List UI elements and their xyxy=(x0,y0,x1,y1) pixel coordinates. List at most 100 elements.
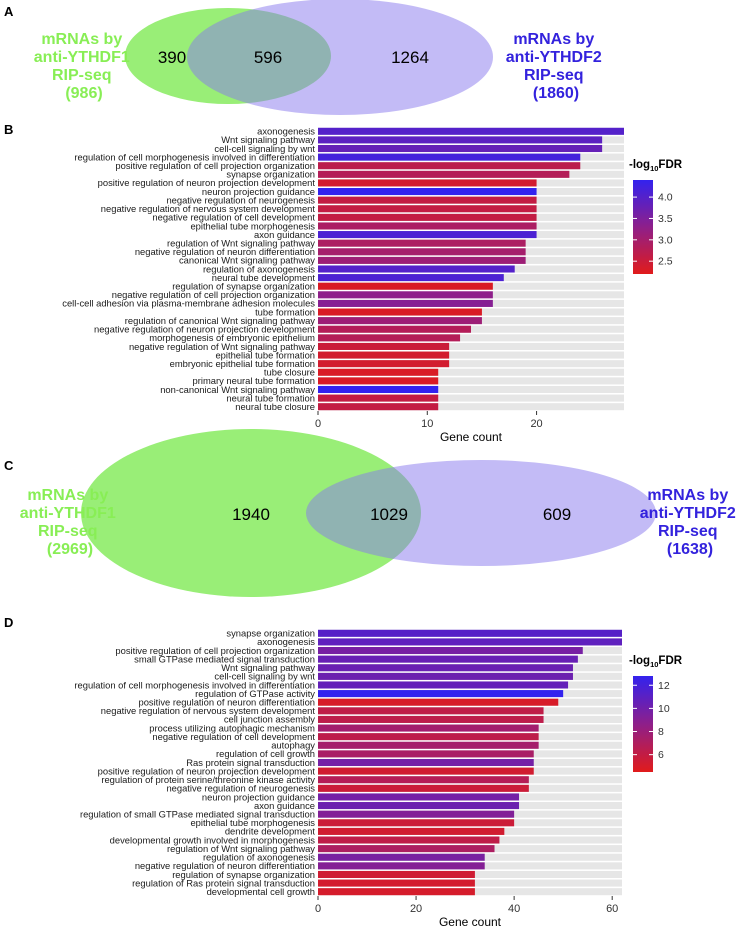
bar xyxy=(318,724,539,732)
panel-label-b: B xyxy=(4,122,13,137)
x-tick-label: 20 xyxy=(530,418,542,430)
bar xyxy=(318,213,537,221)
category-label: axon guidance xyxy=(254,229,315,240)
go-bar-chart-d: synapse organizationaxonogenesispositive… xyxy=(74,628,682,928)
venn-diagram-a: 390 596 1264 mRNAs by anti-YTHDF1 RIP-se… xyxy=(34,0,606,115)
bar xyxy=(318,153,581,161)
category-label: synapse organization xyxy=(226,628,315,639)
venn-c-count-left: 1940 xyxy=(232,505,270,524)
venn-c-right-label: mRNAs by anti-YTHDF2 RIP-seq (1638) xyxy=(640,487,740,558)
bar xyxy=(318,179,537,187)
legend-title: -log10FDR xyxy=(629,655,683,669)
category-label: cell-cell signaling by wnt xyxy=(214,143,315,154)
x-tick-label: 40 xyxy=(508,903,520,915)
category-label: non-canonical Wnt signaling pathway xyxy=(160,384,315,395)
bar xyxy=(318,707,544,715)
panel-label-a: A xyxy=(4,4,14,19)
venn-a-count-overlap: 596 xyxy=(254,48,282,67)
bar xyxy=(318,282,493,290)
category-label: negative regulation of cell development xyxy=(152,731,315,742)
bar-track xyxy=(318,360,624,368)
bar xyxy=(318,776,529,784)
bar xyxy=(318,819,515,827)
bar xyxy=(318,265,515,273)
bar xyxy=(318,810,515,818)
category-label: developmental growth involved in morphog… xyxy=(110,834,316,845)
bar xyxy=(318,342,450,350)
bar xyxy=(318,862,485,870)
venn-c-set-right xyxy=(306,460,656,566)
bar xyxy=(318,403,439,411)
category-label: regulation of protein serine/threonine k… xyxy=(101,774,315,785)
category-label: cell junction assembly xyxy=(224,714,315,725)
bar xyxy=(318,291,493,299)
x-tick-label: 0 xyxy=(315,903,321,915)
bar xyxy=(318,351,450,359)
bar xyxy=(318,845,495,853)
category-label: primary neural tube formation xyxy=(193,375,315,386)
category-label: positive regulation of neuron projection… xyxy=(98,765,316,776)
bar-track xyxy=(318,394,624,402)
category-label: neural tube formation xyxy=(226,392,315,403)
bar-track xyxy=(318,377,624,385)
venn-a-set-right xyxy=(187,0,493,115)
panel-label-d: D xyxy=(4,615,13,630)
category-label: neural tube closure xyxy=(235,401,315,412)
category-label: negative regulation of Wnt signaling pat… xyxy=(129,341,315,352)
category-label: axon guidance xyxy=(254,800,315,811)
category-label: regulation of cell growth xyxy=(216,748,315,759)
category-label: cell-cell signaling by wnt xyxy=(214,671,315,682)
bar xyxy=(318,698,559,706)
category-label: Wnt signaling pathway xyxy=(221,662,315,673)
x-axis-title: Gene count xyxy=(439,915,502,928)
bar xyxy=(318,368,439,376)
bar xyxy=(318,325,471,333)
venn-a-right-label: mRNAs by anti-YTHDF2 RIP-seq (1860) xyxy=(506,31,606,102)
category-label: regulation of Wnt signaling pathway xyxy=(167,843,315,854)
bar xyxy=(318,629,622,637)
legend-tick-label: 10 xyxy=(658,703,670,715)
category-label: neuron projection guidance xyxy=(202,791,315,802)
category-label: small GTPase mediated signal transductio… xyxy=(134,653,315,664)
bar xyxy=(318,672,573,680)
category-label: regulation of cell morphogenesis involve… xyxy=(74,679,315,690)
bar xyxy=(318,248,526,256)
x-tick-label: 0 xyxy=(315,418,321,430)
bar xyxy=(318,360,450,368)
category-label: regulation of canonical Wnt signaling pa… xyxy=(125,315,316,326)
category-label: axonogenesis xyxy=(257,126,315,137)
bar xyxy=(318,638,622,646)
category-label: neural tube development xyxy=(212,272,316,283)
bar xyxy=(318,136,603,144)
category-label: negative regulation of neuron differenti… xyxy=(135,246,315,257)
category-label: negative regulation of neurogenesis xyxy=(166,194,315,205)
category-label: neuron projection guidance xyxy=(202,186,315,197)
bar xyxy=(318,162,581,170)
bar xyxy=(318,127,624,135)
category-label: cell-cell adhesion via plasma-membrane a… xyxy=(62,298,315,309)
legend-colorbar xyxy=(633,180,653,274)
legend-tick-label: 3.5 xyxy=(658,213,673,225)
bar xyxy=(318,299,493,307)
bar xyxy=(318,853,485,861)
bar xyxy=(318,733,539,741)
legend-tick-label: 2.5 xyxy=(658,256,673,268)
category-label: negative regulation of nervous system de… xyxy=(101,203,316,214)
bar-track xyxy=(318,385,624,394)
panel-label-c: C xyxy=(4,458,14,473)
category-label: regulation of synapse organization xyxy=(172,281,315,292)
category-label: regulation of axonogenesis xyxy=(203,852,315,863)
bar xyxy=(318,231,537,239)
category-label: negative regulation of cell development xyxy=(152,212,315,223)
bar xyxy=(318,802,520,810)
bar xyxy=(318,385,439,394)
category-label: regulation of small GTPase mediated sign… xyxy=(80,808,315,819)
category-label: synapse organization xyxy=(226,169,315,180)
bar xyxy=(318,879,475,887)
bar xyxy=(318,690,564,698)
category-label: negative regulation of cell projection o… xyxy=(112,289,315,300)
venn-a-left-label: mRNAs by anti-YTHDF1 RIP-seq (986) xyxy=(34,31,134,102)
bar xyxy=(318,334,461,342)
category-label: negative regulation of neuron projection… xyxy=(94,324,315,335)
bar xyxy=(318,870,475,878)
